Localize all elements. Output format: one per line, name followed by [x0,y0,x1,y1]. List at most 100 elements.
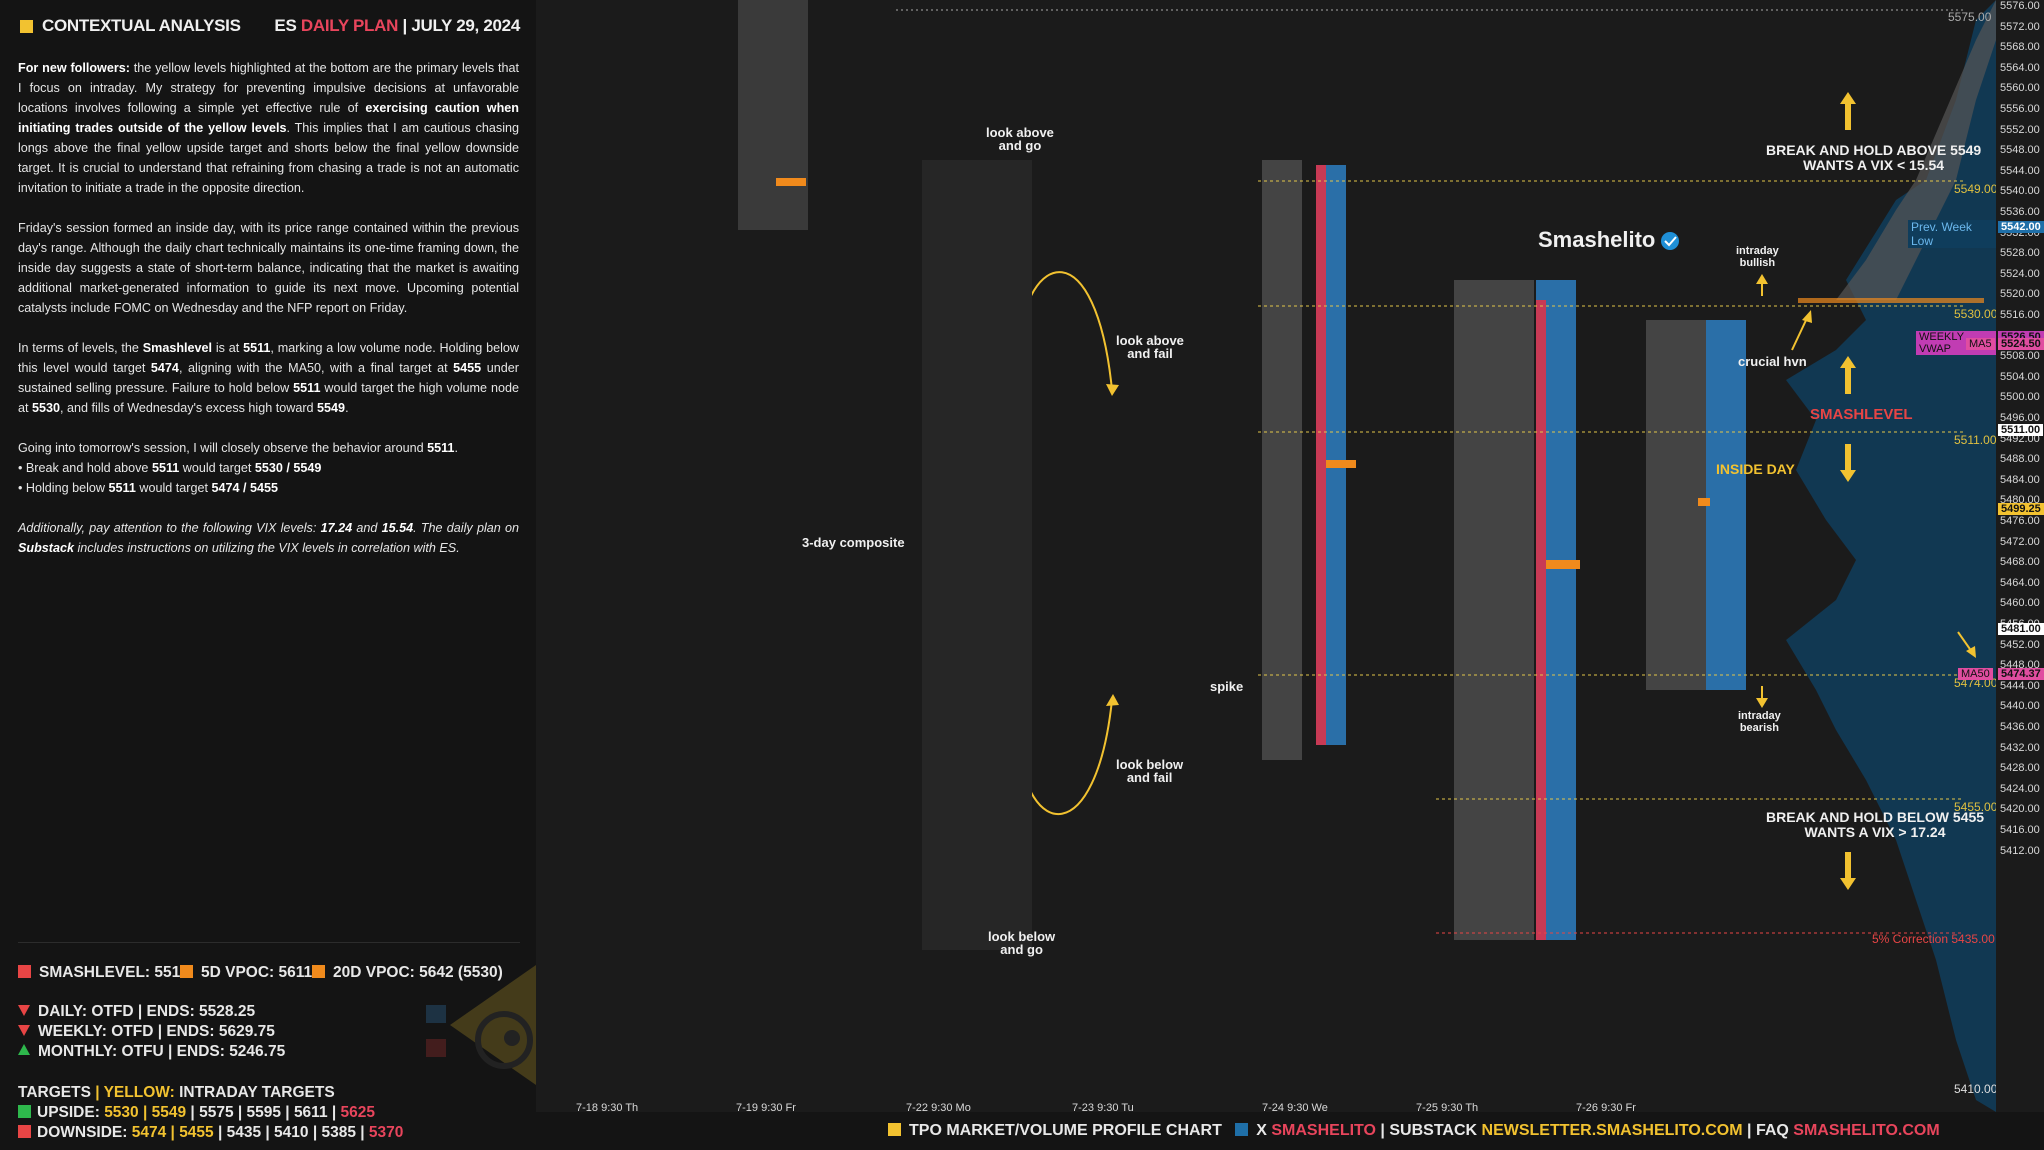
price-tick: 5464.00 [2000,576,2040,589]
legend-5d-vpoc: 5D VPOC: 5611 [180,964,312,982]
price-tick: 5508.00 [2000,350,2040,363]
price-tick: 5556.00 [2000,103,2040,115]
substack-link[interactable]: NEWSLETTER.SMASHELITO.COM [1481,1122,1743,1139]
arc-look-above-fail [1017,271,1113,391]
price-tick: 5460.00 [2000,597,2040,610]
divider [18,942,520,943]
price-tick: 5436.00 [2000,721,2040,733]
note-look-below-fail: look below and fail [1116,757,1184,785]
note-look-above-go: look above and go [986,125,1054,153]
footer-x-label: X [1256,1122,1267,1139]
red-square-icon [18,1125,31,1138]
faq-link[interactable]: SMASHELITO.COM [1793,1122,1940,1139]
legend-weekly: WEEKLY: OTFD | ENDS: 5629.75 [18,1023,275,1041]
plan-date: ES DAILY PLAN | JULY 29, 2024 [274,16,520,35]
price-tick: 5432.00 [2000,741,2040,754]
price-tick: 5440.00 [2000,700,2040,713]
arc-look-below-fail [1017,699,1113,815]
price-tick: 5420.00 [2000,803,2040,816]
price-tick: 5544.00 [2000,164,2040,177]
note-break-below: BREAK AND HOLD BELOW 5455 WANTS A VIX > 1… [1766,809,1985,840]
note-break-above: BREAK AND HOLD ABOVE 5549 WANTS A VIX < 1… [1766,142,1982,173]
tag-smashlevel: 5511.00 [1998,424,2044,436]
price-tick: 5560.00 [2000,82,2040,95]
xaxis-label-0725: 7-25 9:30 Th [1416,1102,1479,1114]
level-lines [896,9,1964,934]
ma50-label: MA50 [1958,668,1993,680]
level-5575: 5575.00 [1948,10,1992,24]
xaxis-label-0722: 7-22 9:30 Mo [906,1102,971,1114]
price-tick: 5504.00 [2000,370,2040,383]
tag-current-price: 5499.25 [1998,503,2044,515]
yellow-square-icon [888,1123,901,1136]
legend-smashlevel: SMASHLEVEL: 5511 [18,964,188,982]
x-handle-link[interactable]: SMASHELITO [1271,1122,1376,1139]
tag-5481: 5481.00 [1998,623,2044,635]
up-triangle-icon [18,1044,30,1055]
footer-chart-label: TPO MARKET/VOLUME PROFILE CHART [909,1122,1222,1139]
tag-prev-week-low: 5542.00 [1998,221,2044,233]
ma5-label: MA5 [1966,338,1995,350]
weekly-vwap-label: WEEKLY VWAP [1916,331,1996,355]
price-tick: 5520.00 [2000,288,2040,301]
note-intraday-bearish: intraday bearish [1738,710,1781,734]
xaxis-label-0718: 7-18 9:30 Th [576,1102,639,1114]
bullet-holding-below: • Holding below 5511 would target 5474 /… [18,481,278,495]
tpo-profiles [738,0,1746,950]
price-tick: 5468.00 [2000,556,2040,569]
price-tick: 5500.00 [2000,391,2040,404]
tag-ma50: 5474.37 [1998,668,2044,680]
price-tick: 5548.00 [2000,144,2040,157]
note-look-above-fail: look above and fail [1116,333,1184,361]
header-marker-icon [20,20,33,33]
xaxis-label-0719: 7-19 9:30 Fr [736,1102,796,1114]
analysis-text: For new followers: the yellow levels hig… [18,58,519,578]
price-tick: 5416.00 [2000,824,2040,836]
price-tick: 5472.00 [2000,535,2040,548]
red-square-icon [18,965,31,978]
down-triangle-icon [18,1005,30,1016]
price-tick: 5576.00 [2000,0,2040,12]
price-axis[interactable]: 5576.00 5572.00 5568.00 5564.00 5560.00 5556.… [1996,0,2044,1112]
note-smashlevel: SMASHLEVEL [1810,406,1913,423]
level-5455: 5455.00 [1954,800,1998,814]
orange-square-icon [312,965,325,978]
tag-ma5: 5524.50 [1998,338,2044,350]
tpo-chart[interactable]: 5575.00 5549.00 5530.00 5511.00 5474.00 … [536,0,1998,1114]
crucial-hvn-marker [1798,298,1984,303]
volume-profile [1786,0,1996,1112]
price-tick: 5540.00 [2000,185,2040,198]
targets-header: TARGETS | YELLOW: INTRADAY TARGETS [18,1084,335,1101]
xaxis-label-0723: 7-23 9:30 Tu [1072,1102,1134,1114]
blue-square-icon [1235,1123,1249,1136]
price-tick: 5496.00 [2000,412,2040,424]
paragraph-vix: Additionally, pay attention to the follo… [18,521,520,555]
price-tick: 5524.00 [2000,267,2040,280]
price-tick: 5528.00 [2000,247,2040,260]
paragraph-inside-day: Friday's session formed an inside day, w… [18,221,519,315]
xaxis-label-0724: 7-24 9:30 We [1262,1102,1328,1114]
paragraph-followers: For new followers: the yellow levels hig… [18,61,519,195]
price-tick: 5564.00 [2000,61,2040,74]
price-tick: 5536.00 [2000,206,2040,218]
level-5530: 5530.00 [1954,307,1998,321]
price-tick: 5552.00 [2000,123,2040,136]
footer-faq-label: FAQ [1755,1122,1789,1139]
price-tick: 5412.00 [2000,844,2040,857]
prev-week-low-label: Prev. Week Low [1908,220,1996,248]
price-tick: 5568.00 [2000,41,2040,54]
note-inside-day: INSIDE DAY [1716,461,1795,477]
legend-daily: DAILY: OTFD | ENDS: 5528.25 [18,1003,255,1021]
legend-20d-vpoc: 20D VPOC: 5642 (5530) [312,964,503,982]
price-tick: 5424.00 [2000,782,2040,795]
targets-downside: DOWNSIDE: 5474 | 5455 | 5435 | 5410 | 53… [18,1124,403,1142]
logo-mascot-icon [426,965,536,1085]
orange-square-icon [180,965,193,978]
green-square-icon [18,1105,31,1118]
note-spike: spike [1210,679,1244,694]
price-tick: 5516.00 [2000,309,2040,321]
verified-icon [1661,232,1679,250]
price-tick: 5572.00 [2000,20,2040,33]
paragraph-levels: In terms of levels, the Smashlevel is at… [18,341,519,415]
legend-monthly: MONTHLY: OTFU | ENDS: 5246.75 [18,1043,285,1061]
